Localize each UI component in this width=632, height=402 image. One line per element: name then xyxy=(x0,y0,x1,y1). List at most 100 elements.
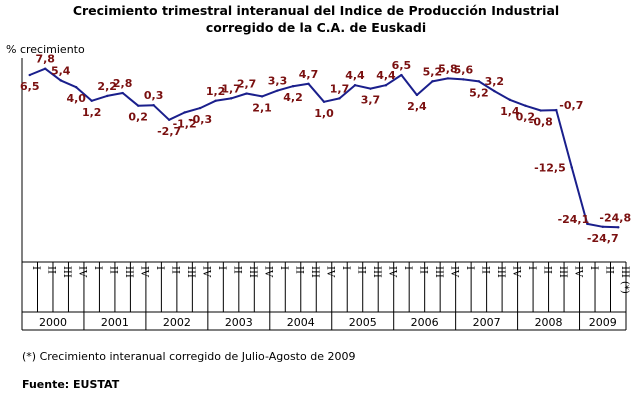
x-tick-label: III xyxy=(433,266,444,278)
data-point xyxy=(322,100,326,103)
data-point xyxy=(90,99,93,103)
x-tick-label: III xyxy=(371,266,382,278)
data-point xyxy=(508,98,512,102)
x-tick-label: II xyxy=(232,266,243,274)
x-tick-label: II xyxy=(170,266,181,274)
data-label: 5,4 xyxy=(51,64,71,77)
data-point xyxy=(307,82,310,85)
data-label: 7,8 xyxy=(35,53,55,66)
x-tick-label: I xyxy=(30,266,41,270)
y-axis-label: % crecimiento xyxy=(6,43,85,56)
series-line xyxy=(28,67,620,229)
x-axis: I II III IV I II III IV I II III IV I II III IV I II III IV… xyxy=(21,261,630,331)
x-tick-label: I xyxy=(92,266,103,270)
data-point xyxy=(415,93,419,97)
footnote: (*) Crecimiento interanual corregido de … xyxy=(22,350,356,363)
data-point xyxy=(601,225,604,229)
data-point xyxy=(570,166,573,169)
x-tick-label: IV xyxy=(201,266,212,278)
chart-title: Crecimiento trimestral interanual del In… xyxy=(0,2,632,36)
data-point xyxy=(524,104,527,107)
chart-title-line-1: Crecimiento trimestral interanual del In… xyxy=(72,3,560,18)
x-tick-label: I xyxy=(340,266,351,270)
data-label: 1,2 xyxy=(82,106,102,119)
x-tick-label: IV xyxy=(572,266,583,278)
data-point xyxy=(167,118,171,121)
data-point xyxy=(431,80,434,83)
data-point xyxy=(105,94,109,98)
data-label: -12,5 xyxy=(534,161,566,174)
x-tick-label: III xyxy=(495,266,506,278)
data-labels: 6,57,85,44,01,22,22,80,20,3-2,7-1,2-0,31… xyxy=(20,53,631,245)
data-label: -24,1 xyxy=(558,213,590,226)
x-tick-label: III xyxy=(61,266,72,278)
data-label: 3,2 xyxy=(485,75,505,88)
data-point xyxy=(539,109,543,112)
data-label: 1,0 xyxy=(314,107,334,120)
data-label: 1,7 xyxy=(330,82,350,95)
data-label: 0,2 xyxy=(128,111,148,124)
data-label: -2,7 xyxy=(157,125,181,138)
x-tick-label: III xyxy=(247,266,258,278)
data-point xyxy=(28,73,31,77)
data-point xyxy=(152,103,155,107)
x-tick-label: IV xyxy=(139,266,150,278)
x-tick-label: IV xyxy=(77,266,88,278)
data-point xyxy=(493,89,496,93)
x-tick-label: II xyxy=(46,266,57,274)
data-point xyxy=(75,85,78,89)
data-label: 0,2 xyxy=(516,111,536,124)
data-label: -0,8 xyxy=(529,116,553,129)
data-point xyxy=(586,222,589,226)
x-tick-label: IV xyxy=(263,266,274,278)
data-label: 4,2 xyxy=(283,91,303,104)
data-point xyxy=(462,78,465,81)
year-label: 2005 xyxy=(349,316,377,329)
data-label: 3,3 xyxy=(268,75,288,88)
data-label: 0,3 xyxy=(144,89,164,102)
x-tick-label: I xyxy=(402,266,413,270)
data-label: 6,5 xyxy=(392,59,412,72)
x-tick-label: II xyxy=(479,266,490,274)
year-label: 2003 xyxy=(225,316,253,329)
data-label: 5,2 xyxy=(423,65,443,78)
data-label: 1,4 xyxy=(500,105,520,118)
data-label: 2,2 xyxy=(97,80,117,93)
year-label: 2002 xyxy=(163,316,191,329)
data-point xyxy=(400,73,403,77)
x-tick-label: II xyxy=(355,266,366,274)
x-tick-label: IV xyxy=(386,266,397,278)
data-point xyxy=(353,84,357,87)
data-point xyxy=(338,97,341,100)
x-tick-label: I xyxy=(278,266,289,270)
data-point xyxy=(183,111,186,114)
data-label: 2,8 xyxy=(113,77,133,90)
data-label: 4,4 xyxy=(345,69,365,82)
data-point xyxy=(136,104,140,107)
data-label: 4,7 xyxy=(299,68,319,81)
data-point xyxy=(276,89,279,92)
data-point xyxy=(245,92,248,95)
year-label: 2009 xyxy=(589,316,617,329)
x-tick-label: II xyxy=(417,266,428,274)
data-point xyxy=(369,87,372,90)
data-label: -24,7 xyxy=(587,232,619,245)
x-tick-label: I xyxy=(464,266,475,270)
data-label: -1,2 xyxy=(173,117,197,130)
data-point xyxy=(59,79,62,82)
x-tick-label: I xyxy=(216,266,227,270)
x-tick-label: II xyxy=(108,266,119,274)
x-tick-label: III xyxy=(185,266,196,278)
x-tick-label: I xyxy=(526,266,537,270)
data-point xyxy=(198,106,202,110)
source-label: Fuente: EUSTAT xyxy=(22,378,120,391)
data-label: 1,7 xyxy=(221,82,241,95)
data-label: 5,8 xyxy=(438,62,458,75)
data-label: 2,7 xyxy=(237,78,257,91)
data-label: 1,2 xyxy=(206,85,226,98)
x-tick-label: III xyxy=(557,266,568,278)
data-label: 5,2 xyxy=(469,86,489,99)
data-point xyxy=(555,108,558,112)
data-label: 5,6 xyxy=(454,63,474,76)
